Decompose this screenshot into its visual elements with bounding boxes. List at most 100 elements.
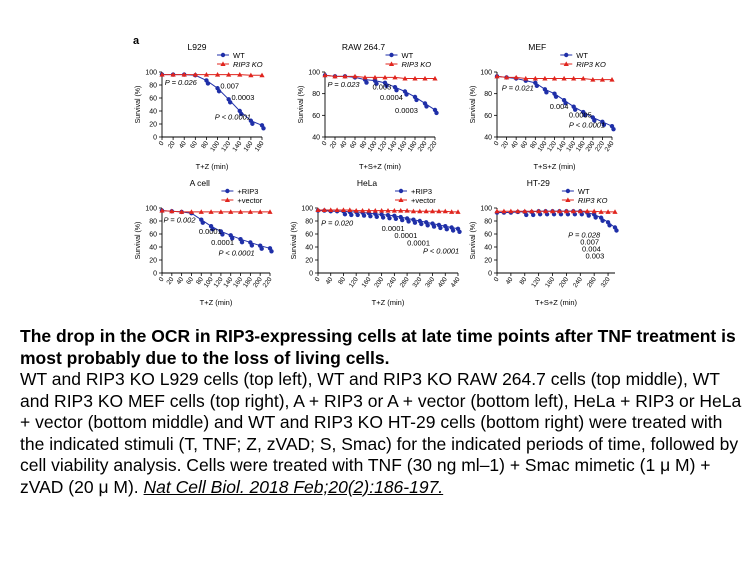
x-tick-label: 160 [397, 140, 409, 153]
x-tick-label: 360 [424, 276, 436, 289]
data-point [249, 243, 255, 248]
data-point [593, 215, 598, 220]
data-point [237, 209, 244, 214]
p-value-label: 0.0001 [382, 224, 405, 233]
data-point [214, 72, 221, 77]
data-point [542, 208, 549, 214]
p-value-label: 0.0001 [394, 231, 417, 240]
data-point [384, 83, 389, 89]
data-point [374, 81, 379, 86]
data-point [592, 118, 597, 123]
data-point [179, 209, 185, 214]
p-value-label: 0.0001 [407, 239, 430, 248]
y-tick-label: 40 [149, 109, 157, 116]
data-point [442, 208, 448, 214]
data-point [414, 97, 419, 103]
legend-marker [564, 52, 569, 58]
y-axis-label: Survival (%) [135, 222, 142, 260]
y-tick-label: 80 [149, 219, 157, 226]
data-point [494, 208, 500, 214]
data-point [247, 209, 253, 214]
data-point [570, 208, 576, 214]
legend-marker [225, 188, 230, 194]
data-point [261, 126, 266, 131]
y-tick-label: 0 [488, 271, 492, 278]
data-point [379, 208, 385, 213]
data-point [342, 73, 348, 79]
x-tick-label: 200 [558, 276, 570, 289]
p-value-label: P < 0.0001 [215, 112, 251, 121]
data-point [342, 212, 348, 217]
series-line [324, 74, 435, 79]
y-tick-label: 100 [145, 206, 157, 213]
data-point [544, 90, 549, 95]
data-point [605, 209, 611, 214]
data-point [210, 227, 215, 232]
x-tick-label: 100 [203, 276, 215, 289]
data-point [590, 76, 596, 82]
data-point [536, 208, 542, 214]
figure-label: a [133, 35, 140, 47]
legend-marker [398, 197, 404, 202]
legend-label: WT [402, 51, 414, 60]
data-point [424, 104, 429, 109]
data-point [556, 208, 563, 214]
y-tick-label: 20 [149, 258, 157, 265]
p-value-label: 0.004 [582, 245, 601, 254]
y-axis-label: Survival (%) [298, 86, 305, 124]
data-point [529, 208, 535, 214]
data-point [267, 209, 273, 214]
p-value-label: P = 0.020 [321, 219, 354, 228]
x-tick-label: 40 [324, 276, 334, 286]
data-point [599, 76, 606, 82]
legend-label: WT [233, 51, 245, 60]
data-point [169, 208, 175, 214]
y-tick-label: 60 [484, 113, 492, 120]
data-point [609, 76, 615, 82]
data-point [561, 75, 567, 81]
data-point [601, 122, 607, 128]
data-point [406, 219, 411, 224]
data-point [392, 74, 398, 80]
data-point [532, 75, 538, 81]
caption-citation[interactable]: Nat Cell Biol. 2018 Feb;20(2):186-197. [143, 476, 444, 497]
x-tick-label: 0 [493, 276, 501, 283]
y-tick-label: 100 [145, 70, 157, 77]
y-tick-label: 40 [484, 245, 492, 252]
x-tick-label: 280 [399, 276, 411, 289]
y-axis-label: Survival (%) [470, 86, 477, 124]
data-point [239, 240, 245, 245]
data-point [372, 74, 378, 80]
data-point [419, 221, 424, 227]
y-tick-label: 40 [149, 245, 157, 252]
legend-label: +vector [237, 196, 262, 205]
p-value-label: P = 0.026 [165, 78, 198, 87]
data-point [359, 208, 366, 213]
x-tick-label: 320 [411, 276, 423, 289]
data-point [429, 208, 436, 214]
data-point [380, 215, 386, 220]
legend-label: WT [578, 187, 590, 196]
data-point [457, 229, 462, 234]
x-tick-label: 40 [175, 276, 185, 286]
chart-title: A cell [190, 178, 210, 188]
x-tick-label: 140 [222, 276, 234, 289]
x-tick-label: 440 [450, 276, 462, 289]
data-point [334, 207, 340, 212]
data-point [374, 214, 379, 220]
y-tick-label: 100 [301, 206, 313, 213]
x-tick-label: 220 [427, 140, 439, 153]
p-value-label: 0.004 [550, 102, 569, 111]
legend-label: RIP3 KO [576, 60, 606, 69]
data-point [198, 209, 204, 214]
data-point [391, 208, 397, 213]
data-point [553, 94, 559, 99]
data-point [572, 107, 578, 112]
y-axis-label: Survival (%) [135, 86, 142, 124]
data-point [412, 75, 418, 81]
data-point [431, 224, 437, 229]
x-tick-label: 100 [209, 140, 221, 153]
data-point [227, 100, 233, 105]
